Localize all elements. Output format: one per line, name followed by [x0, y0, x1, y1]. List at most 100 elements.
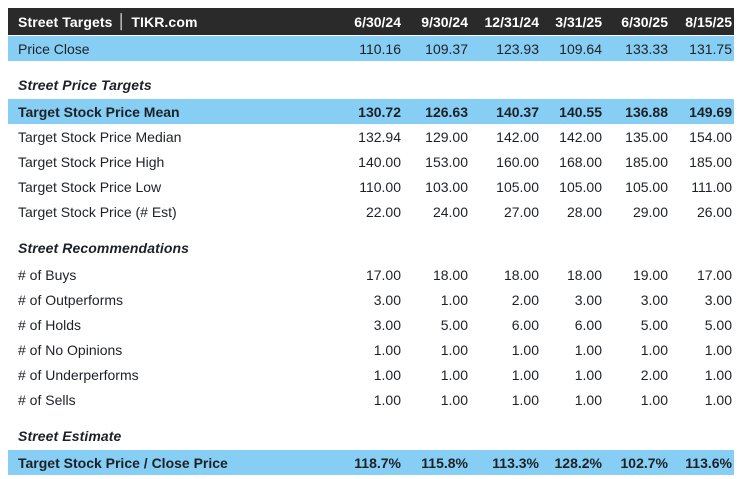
cell-value: 1.00	[373, 366, 401, 383]
row-label: # of Underperforms	[18, 366, 139, 383]
table-title: Street Targets │ TIKR.com	[8, 12, 336, 30]
cell-value: 17.00	[365, 266, 401, 283]
table-row[interactable]: Target Stock Price High 140.00 153.00 160.0…	[8, 149, 734, 174]
cell-value: 5.00	[704, 316, 732, 333]
table-row[interactable]: # of Buys 17.00 18.00 18.00 18.00 19.00 17.00	[8, 262, 734, 287]
cell-value: 1.00	[373, 341, 401, 358]
row-label: Target Stock Price / Close Price	[18, 454, 228, 471]
row-label: Target Stock Price Median	[18, 128, 182, 145]
row-label: Price Close	[18, 40, 90, 57]
cell-value: 110.00	[359, 178, 401, 195]
cell-value: 105.00	[625, 178, 668, 195]
cell-value: 111.00	[691, 178, 732, 195]
row-label: Target Stock Price Low	[18, 178, 162, 195]
table-row[interactable]: # of No Opinions 1.00 1.00 1.00 1.00 1.00 1.00	[8, 337, 734, 362]
table-row[interactable]: Target Stock Price / Close Price 118.7% 11…	[8, 450, 734, 475]
column-header-date: 9/30/24	[421, 13, 468, 30]
cell-value: 105.00	[559, 178, 602, 195]
cell-value: 18.00	[566, 266, 602, 283]
row-label: # of Buys	[18, 266, 77, 283]
table-row[interactable]: Target Stock Price (# Est) 22.00 24.00 27.0…	[8, 199, 734, 224]
row-label: Target Stock Price High	[18, 153, 165, 170]
cell-value: 1.00	[440, 291, 468, 308]
cell-value: 153.00	[425, 153, 468, 170]
cell-value: 1.00	[704, 366, 732, 383]
cell-value: 1.00	[440, 391, 468, 408]
table-row[interactable]: # of Holds 3.00 5.00 6.00 6.00 5.00 5.00	[8, 312, 734, 337]
cell-value: 113.6%	[685, 454, 732, 471]
cell-value: 103.00	[425, 178, 468, 195]
cell-value: 1.00	[440, 366, 468, 383]
cell-value: 1.00	[511, 366, 539, 383]
row-label: Target Stock Price Mean	[18, 103, 180, 120]
row-label: Target Stock Price (# Est)	[18, 203, 177, 220]
cell-value: 26.00	[696, 203, 732, 220]
cell-value: 1.00	[574, 366, 602, 383]
cell-value: 126.63	[425, 103, 468, 120]
cell-value: 136.88	[625, 103, 668, 120]
cell-value: 131.75	[689, 40, 732, 57]
cell-value: 115.8%	[421, 454, 468, 471]
cell-value: 128.2%	[554, 454, 602, 471]
cell-value: 1.00	[640, 341, 668, 358]
cell-value: 24.00	[432, 203, 468, 220]
cell-value: 5.00	[440, 316, 468, 333]
table-header-row: Street Targets │ TIKR.com 6/30/24 9/30/24 12…	[8, 8, 734, 35]
cell-value: 28.00	[566, 203, 602, 220]
cell-value: 168.00	[559, 153, 602, 170]
cell-value: 140.37	[496, 103, 539, 120]
table-title-left: Street Targets	[18, 13, 113, 30]
cell-value: 2.00	[511, 291, 539, 308]
column-header-date: 3/31/25	[555, 13, 602, 30]
source-label: TIKR.com	[131, 13, 198, 30]
table-row[interactable]: # of Outperforms 3.00 1.00 2.00 3.00 3.00 3.00	[8, 287, 734, 312]
column-header-date: 8/15/25	[685, 13, 732, 30]
cell-value: 149.69	[689, 103, 732, 120]
cell-value: 1.00	[704, 391, 732, 408]
table-row[interactable]: Target Stock Price Low 110.00 103.00 105.00…	[8, 174, 734, 199]
cell-value: 5.00	[640, 316, 668, 333]
section-heading: Street Estimate	[18, 428, 122, 444]
row-label: # of Sells	[18, 391, 76, 408]
cell-value: 6.00	[574, 316, 602, 333]
cell-value: 1.00	[574, 341, 602, 358]
table-row[interactable]: # of Underperforms 1.00 1.00 1.00 1.00 2.00 1.…	[8, 362, 734, 387]
cell-value: 29.00	[632, 203, 668, 220]
table-row[interactable]: Target Stock Price Mean 130.72 126.63 140.3…	[8, 99, 734, 124]
cell-value: 160.00	[496, 153, 539, 170]
cell-value: 105.00	[496, 178, 539, 195]
row-label: # of Holds	[18, 316, 82, 333]
cell-value: 142.00	[496, 128, 539, 145]
cell-value: 185.00	[625, 153, 668, 170]
cell-value: 123.93	[496, 40, 539, 57]
street-targets-table: Street Targets │ TIKR.com 6/30/24 9/30/24 12…	[8, 8, 734, 475]
cell-value: 3.00	[373, 316, 401, 333]
cell-value: 133.33	[625, 40, 668, 57]
cell-value: 135.00	[625, 128, 668, 145]
table-row[interactable]: # of Sells 1.00 1.00 1.00 1.00 1.00 1.00	[8, 387, 734, 412]
table-body: Price Close 110.16 109.37 123.93 109.64 133.3…	[8, 36, 734, 475]
cell-value: 109.64	[559, 40, 602, 57]
cell-value: 3.00	[640, 291, 668, 308]
cell-value: 3.00	[704, 291, 732, 308]
row-label: # of No Opinions	[18, 341, 123, 358]
cell-value: 1.00	[640, 391, 668, 408]
cell-value: 130.72	[358, 103, 401, 120]
cell-value: 6.00	[511, 316, 539, 333]
cell-value: 1.00	[511, 341, 539, 358]
cell-value: 17.00	[696, 266, 732, 283]
cell-value: 109.37	[425, 40, 468, 57]
cell-value: 154.00	[689, 128, 732, 145]
cell-value: 27.00	[503, 203, 539, 220]
cell-value: 1.00	[373, 391, 401, 408]
cell-value: 18.00	[432, 266, 468, 283]
cell-value: 113.3%	[492, 454, 539, 471]
cell-value: 18.00	[503, 266, 539, 283]
title-separator: │	[117, 12, 127, 29]
cell-value: 2.00	[640, 366, 668, 383]
table-row[interactable]: Target Stock Price Median 132.94 129.00 142…	[8, 124, 734, 149]
table-row[interactable]: Price Close 110.16 109.37 123.93 109.64 133.3…	[8, 36, 734, 61]
cell-value: 102.7%	[620, 454, 668, 471]
cell-value: 1.00	[574, 391, 602, 408]
cell-value: 132.94	[358, 128, 401, 145]
